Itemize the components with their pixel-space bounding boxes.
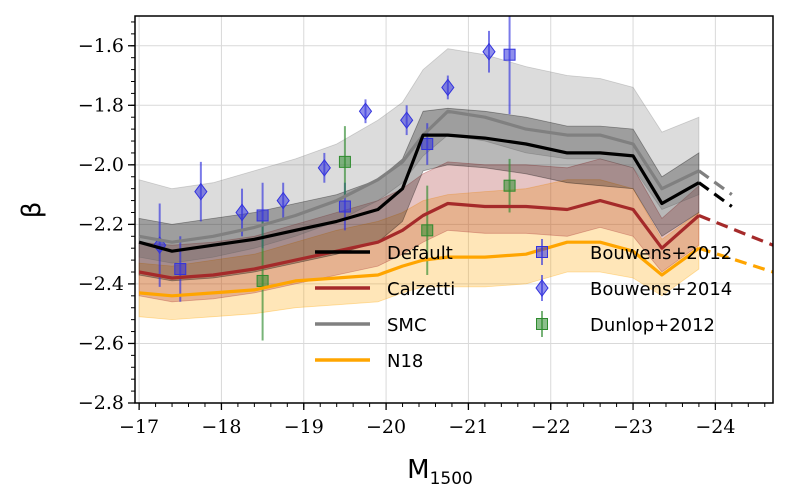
- point-bouwens-2014: [482, 42, 496, 61]
- x-tick-label: −21: [448, 416, 488, 438]
- legend-label-default: Default: [387, 243, 453, 264]
- point-bouwens-2014: [194, 182, 208, 201]
- x-tick-label: −19: [284, 416, 324, 438]
- point-bouwens-2012: [421, 138, 434, 151]
- x-tick-label: −22: [531, 416, 571, 438]
- observations: [153, 16, 516, 341]
- legend-label-calzetti: Calzetti: [387, 279, 455, 300]
- line-n18: [138, 240, 700, 298]
- line-extension-n18: [698, 246, 773, 274]
- point-bouwens-2014: [358, 102, 373, 121]
- point-bouwens-2012: [338, 200, 351, 213]
- y-tick-label: −2.4: [78, 273, 124, 295]
- point-bouwens-2012: [503, 48, 516, 61]
- y-tick-label: −2.2: [78, 213, 124, 235]
- band-smc: [138, 48, 700, 264]
- y-tick-label: −2.8: [78, 392, 124, 414]
- x-axis-label-main: M: [407, 455, 429, 485]
- plot-frame: [134, 15, 774, 404]
- line-extension-default: [697, 181, 733, 208]
- point-bouwens-2014: [400, 111, 414, 130]
- x-axis-label-subscript: 1500: [430, 469, 473, 489]
- point-bouwens-2014: [276, 191, 290, 210]
- legend-label-bouwens-2012: Bouwens+2012: [590, 243, 732, 264]
- point-bouwens-2014: [235, 203, 249, 222]
- point-bouwens-2014: [317, 158, 331, 177]
- legend-label-bouwens-2014: Bouwens+2014: [590, 279, 732, 300]
- legend-label-n18: N18: [387, 351, 423, 372]
- x-tick-label: −20: [366, 416, 406, 438]
- legend-marker-bouwens-2014: [535, 279, 549, 297]
- point-bouwens-2014: [441, 78, 455, 97]
- y-tick-label: −1.6: [78, 35, 124, 57]
- y-axis-label: β: [17, 202, 47, 219]
- line-default: [138, 133, 700, 253]
- x-tick-label: −24: [695, 416, 735, 438]
- y-tick-label: −2.0: [78, 154, 124, 176]
- legend-marker-dunlop-2012: [536, 318, 548, 330]
- line-extension-calzetti: [698, 214, 773, 247]
- x-tick-label: −17: [119, 416, 159, 438]
- x-axis-label: M1500: [407, 455, 473, 489]
- model-lines: [138, 109, 773, 298]
- point-bouwens-2012: [174, 263, 187, 276]
- legend-marker-bouwens-2012: [536, 246, 548, 258]
- point-dunlop-2012: [256, 274, 269, 287]
- point-dunlop-2012: [503, 179, 516, 192]
- axis-ticks: −17 −18 −19 −20 −21 −22 −23 −24 −1.6 −1.8 −2.0 −2.2…: [78, 21, 766, 438]
- legend-label-smc: SMC: [387, 315, 427, 336]
- y-tick-label: −1.8: [78, 94, 124, 116]
- legend-label-dunlop-2012: Dunlop+2012: [590, 315, 715, 336]
- point-dunlop-2012: [338, 155, 351, 168]
- line-calzetti: [138, 199, 700, 280]
- y-tick-label: −2.6: [78, 332, 124, 354]
- line-extension-smc: [697, 169, 733, 196]
- x-tick-label: −18: [201, 416, 241, 438]
- point-dunlop-2012: [421, 224, 434, 237]
- point-bouwens-2012: [256, 209, 269, 222]
- legend: Default Calzetti SMC N18 Bouwens+2012 Bouwens…: [315, 239, 732, 372]
- x-tick-label: −23: [613, 416, 653, 438]
